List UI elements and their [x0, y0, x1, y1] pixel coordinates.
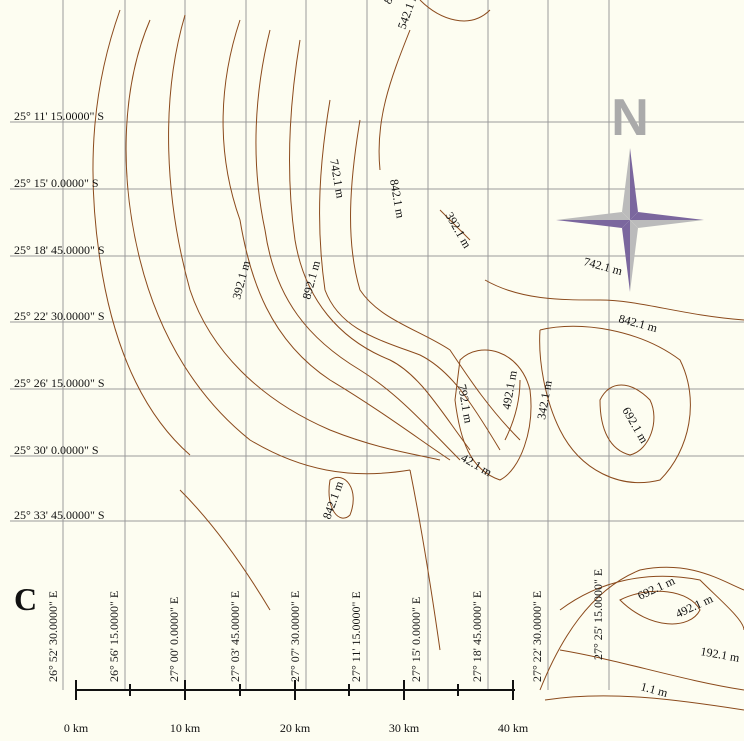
- longitude-label: 27° 03' 45.0000" E: [228, 591, 242, 682]
- longitude-label: 27° 18' 45.0000" E: [470, 591, 484, 682]
- scale-label: 10 km: [170, 721, 201, 735]
- longitude-label: 26° 52' 30.0000" E: [46, 591, 60, 682]
- scale-label: 20 km: [280, 721, 311, 735]
- latitude-label: 25° 30' 0.0000" S: [14, 443, 99, 457]
- longitude-label: 27° 15' 0.0000" E: [409, 597, 423, 682]
- scale-label: 40 km: [498, 721, 529, 735]
- latitude-label: 25° 15' 0.0000" S: [14, 176, 99, 190]
- scale-label: 30 km: [389, 721, 420, 735]
- longitude-label: 26° 56' 15.0000" E: [107, 591, 121, 682]
- latitude-label: 25° 33' 45.0000" S: [14, 508, 105, 522]
- latitude-label: 25° 26' 15.0000" S: [14, 376, 105, 390]
- longitude-label: 27° 25' 15.0000" E: [591, 569, 605, 660]
- latitude-label: 25° 11' 15.0000" S: [14, 109, 104, 123]
- longitude-label: 27° 11' 15.0000" E: [349, 591, 363, 682]
- longitude-label: 27° 22' 30.0000" E: [530, 591, 544, 682]
- latitude-label: 25° 22' 30.0000" S: [14, 309, 105, 323]
- north-label: N: [611, 89, 649, 147]
- longitude-label: 27° 07' 30.0000" E: [288, 591, 302, 682]
- map: N C 25° 11' 15.0000" S 25° 15' 0.0000" S 2…: [0, 0, 744, 741]
- scale-label: 0 km: [64, 721, 89, 735]
- longitude-label: 27° 00' 0.0000" E: [167, 597, 181, 682]
- corner-label: C: [14, 581, 37, 617]
- latitude-label: 25° 18' 45.0000" S: [14, 243, 105, 257]
